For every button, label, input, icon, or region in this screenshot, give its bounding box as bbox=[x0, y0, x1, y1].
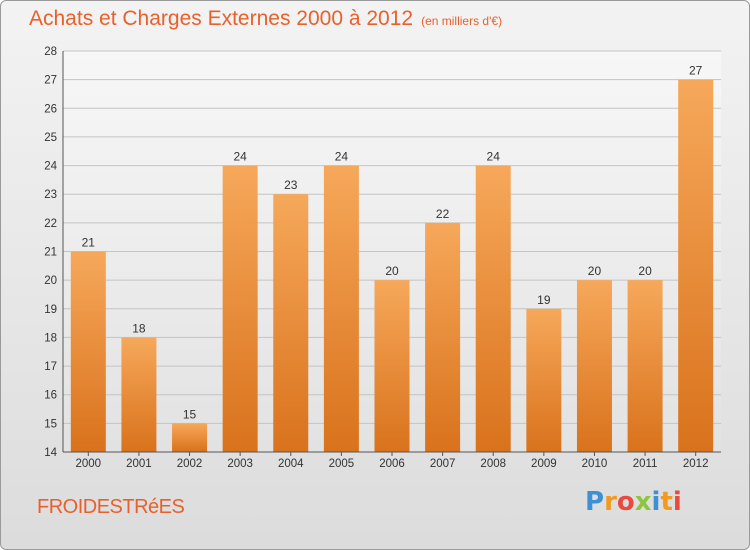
bar-2003 bbox=[222, 165, 258, 453]
y-tick-label: 19 bbox=[44, 304, 57, 316]
y-tick-label: 17 bbox=[44, 361, 57, 373]
bar-2006 bbox=[374, 280, 410, 452]
data-label-2003: 24 bbox=[233, 150, 247, 164]
data-label-2012: 27 bbox=[689, 64, 703, 78]
y-tick-label: 25 bbox=[44, 132, 57, 144]
x-tick-label-2008: 2008 bbox=[480, 458, 506, 470]
bar-2000 bbox=[70, 251, 106, 452]
y-tick-label: 26 bbox=[44, 103, 57, 115]
x-tick-label-2006: 2006 bbox=[379, 458, 405, 470]
x-tick-label-2010: 2010 bbox=[582, 458, 608, 470]
y-tick-label: 15 bbox=[44, 418, 57, 430]
bar-2001 bbox=[121, 337, 157, 452]
x-tick-label-2007: 2007 bbox=[430, 458, 456, 470]
data-label-2002: 15 bbox=[183, 407, 197, 421]
data-label-2008: 24 bbox=[487, 150, 501, 164]
logo-letter: P bbox=[585, 487, 605, 517]
data-label-2010: 20 bbox=[588, 264, 602, 278]
bar-2005 bbox=[323, 165, 359, 453]
logo-letter: r bbox=[604, 487, 617, 517]
x-tick-label-2003: 2003 bbox=[227, 458, 253, 470]
chart-title-text: Achats et Charges Externes 2000 à 2012 bbox=[29, 7, 414, 30]
chart-subtitle: (en milliers d'€) bbox=[421, 14, 503, 28]
x-tick-label-2001: 2001 bbox=[126, 458, 152, 470]
bar-2011 bbox=[627, 280, 663, 452]
proxiti-logo: Proxiti bbox=[585, 487, 682, 517]
logo-letter: t bbox=[660, 487, 673, 517]
chart-title: Achats et Charges Externes 2000 à 2012 (e… bbox=[29, 7, 502, 31]
data-label-2009: 19 bbox=[537, 293, 551, 307]
y-tick-label: 24 bbox=[44, 161, 57, 173]
data-label-2006: 20 bbox=[385, 264, 399, 278]
logo-letter: i bbox=[651, 487, 661, 517]
bar-2009 bbox=[526, 308, 562, 452]
data-label-2000: 21 bbox=[82, 236, 96, 250]
y-tick-label: 28 bbox=[44, 46, 57, 58]
bar-2012 bbox=[678, 79, 714, 453]
bar-2004 bbox=[273, 194, 309, 452]
x-tick-label-2000: 2000 bbox=[76, 458, 102, 470]
commune-name: FROIDESTRéES bbox=[37, 496, 185, 518]
y-tick-label: 27 bbox=[44, 75, 57, 87]
y-tick-label: 18 bbox=[44, 332, 57, 344]
data-label-2011: 20 bbox=[638, 264, 652, 278]
y-tick-label: 16 bbox=[44, 390, 57, 402]
y-tick-label: 21 bbox=[44, 247, 57, 259]
x-tick-label-2012: 2012 bbox=[683, 458, 709, 470]
y-tick-label: 22 bbox=[44, 218, 57, 230]
logo-letter: i bbox=[672, 487, 682, 517]
bar-2002 bbox=[172, 423, 208, 452]
data-label-2004: 23 bbox=[284, 178, 298, 192]
y-tick-label: 23 bbox=[44, 189, 57, 201]
y-tick-label: 20 bbox=[44, 275, 57, 287]
data-label-2007: 22 bbox=[436, 207, 450, 221]
x-tick-label-2009: 2009 bbox=[531, 458, 557, 470]
logo-letter: x bbox=[634, 487, 652, 517]
bar-2007 bbox=[425, 222, 461, 452]
y-tick-label: 14 bbox=[44, 447, 57, 459]
data-label-2001: 18 bbox=[132, 321, 146, 335]
logo-letter: o bbox=[616, 487, 635, 517]
x-tick-label-2011: 2011 bbox=[633, 458, 658, 470]
bar-2008 bbox=[475, 165, 511, 453]
data-label-2005: 24 bbox=[335, 150, 349, 164]
x-tick-label-2005: 2005 bbox=[329, 458, 355, 470]
bar-2010 bbox=[576, 280, 612, 452]
x-tick-label-2004: 2004 bbox=[278, 458, 304, 470]
x-tick-label-2002: 2002 bbox=[177, 458, 203, 470]
